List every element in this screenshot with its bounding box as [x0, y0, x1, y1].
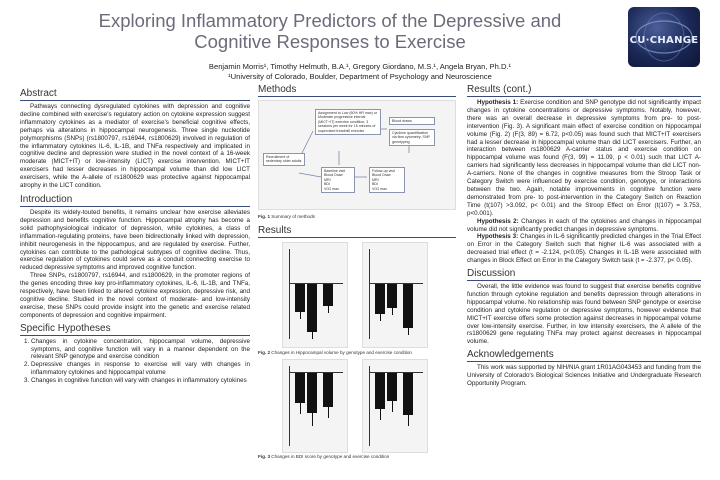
- hypotheses-list: Changes in cytokine concentration, hippo…: [20, 338, 250, 385]
- hypothesis-item: Depressive changes in response to exerci…: [31, 361, 250, 377]
- results-cont-text: Hypothesis 1: Exercise condition and SNP…: [467, 99, 701, 265]
- discussion-text: Overall, the little evidence was found t…: [467, 283, 701, 346]
- cu-change-logo: CU·CHANGE: [628, 7, 700, 67]
- fig3-panel-right: [362, 359, 428, 453]
- blood-draw-box: Blood draws: [389, 117, 435, 126]
- hypothesis-2-text: Changes in each of the cytokines and cha…: [467, 217, 701, 233]
- hypothesis-1-paragraph: Hypothesis 1: Exercise condition and SNP…: [467, 99, 701, 218]
- fig1-label: Fig. 1: [258, 214, 270, 219]
- followup-item: Blood Draw: [372, 173, 391, 178]
- introduction-heading: Introduction: [20, 194, 250, 207]
- right-column: Results (cont.) Hypothesis 1: Exercise c…: [467, 84, 701, 388]
- methods-arrows: [298, 128, 410, 178]
- fig3-panels: [258, 359, 456, 453]
- baseline-box: Baseline visit Blood Draw MRI BDI VO2 ma…: [321, 167, 355, 194]
- methods-figure: Recruitment of sedentary older adults As…: [258, 100, 456, 210]
- logo-text: CU·CHANGE: [629, 35, 699, 46]
- fig3-bar: [375, 373, 385, 409]
- followup-item: VO2 max: [372, 186, 387, 191]
- baseline-label: Baseline visit: [324, 169, 345, 173]
- methods-heading: Methods: [258, 84, 456, 97]
- followup-label: Follow-up visit: [372, 169, 395, 173]
- fig3-bar: [307, 373, 317, 413]
- baseline-item: Blood Draw: [324, 173, 343, 178]
- author-list: Benjamin Morris¹, Timothy Helmuth, B.A.¹…: [208, 62, 512, 71]
- fig2-bar: [387, 284, 397, 308]
- hypothesis-1-label: Hypothesis 1:: [477, 99, 519, 106]
- results-cont-heading: Results (cont.): [467, 84, 701, 97]
- fig2-caption-text: Changes in Hippocampal volume by genotyp…: [271, 350, 412, 355]
- hypothesis-2-paragraph: Hypothesis 2: Changes in each of the cyt…: [467, 218, 701, 234]
- title-line-2: Cognitive Responses to Exercise: [194, 31, 466, 52]
- acknowledgements-text: This work was supported by NIH/NIA grant…: [467, 364, 701, 388]
- hypothesis-2-label: Hypothesis 2:: [477, 217, 519, 225]
- fig3-bar: [295, 373, 305, 403]
- abstract-paragraph: Pathways connecting dysregulated cytokin…: [20, 103, 250, 190]
- followup-item: BDI: [372, 182, 378, 187]
- introduction-text: Despite its widely-touted benefits, it r…: [20, 209, 250, 320]
- cytokine-box: Cytokine quantification via flow cytomet…: [389, 129, 435, 147]
- followup-box: Follow-up visit Blood Draw MRI BDI VO2 m…: [369, 167, 405, 194]
- affiliation: ¹University of Colorado, Boulder, Depart…: [228, 72, 492, 81]
- results-heading: Results: [258, 225, 456, 238]
- baseline-item: BDI: [324, 182, 330, 187]
- fig2-panels: [258, 242, 456, 348]
- hypothesis-3-label: Hypothesis 3:: [477, 233, 519, 241]
- abstract-heading: Abstract: [20, 88, 250, 101]
- fig2-bar: [375, 284, 385, 314]
- fig2-label: Fig. 2: [258, 350, 270, 355]
- introduction-paragraph-1: Despite its widely-touted benefits, it r…: [20, 208, 250, 272]
- hypothesis-item: Changes in cognitive function will vary …: [31, 377, 250, 385]
- hypotheses-heading: Specific Hypotheses: [20, 323, 250, 336]
- discussion-paragraph: Overall, the little evidence was found t…: [467, 283, 701, 346]
- fig3-caption: Fig. 3 Changes in BDI score by genotype …: [258, 454, 456, 459]
- baseline-item: VO2 max: [324, 186, 339, 191]
- fig2-panel-left: [282, 242, 348, 348]
- introduction-paragraph-2: Three SNPs, rs1800797, rs16944, and rs18…: [20, 272, 250, 319]
- fig2-caption: Fig. 2 Changes in Hippocampal volume by …: [258, 350, 456, 355]
- fig2-bar: [307, 284, 317, 332]
- logo-swirl-icon: [635, 12, 693, 62]
- acknowledgements-paragraph: This work was supported by NIH/NIA grant…: [467, 364, 701, 388]
- followup-item: MRI: [372, 177, 379, 182]
- author-block: Benjamin Morris¹, Timothy Helmuth, B.A.¹…: [100, 62, 620, 82]
- title-line-1: Exploring Inflammatory Predictors of the…: [98, 10, 562, 31]
- assignment-box: Assignment to Low (60% HR max) or Modera…: [315, 109, 381, 136]
- fig3-label: Fig. 3: [258, 454, 270, 459]
- discussion-heading: Discussion: [467, 268, 701, 282]
- fig3-bar: [387, 373, 397, 401]
- recruitment-box: Recruitment of sedentary older adults: [263, 153, 305, 166]
- fig2-bar: [323, 284, 333, 306]
- middle-column: Methods Recruitment of sedentary older a…: [258, 84, 456, 459]
- fig3-panel-left: [282, 359, 348, 453]
- fig2-bar: [403, 284, 413, 328]
- fig3-bar: [403, 373, 413, 415]
- hypothesis-3-paragraph: Hypothesis 3: Changes in IL-6 significan…: [467, 233, 701, 265]
- fig1-caption: Fig. 1 Summary of methods: [258, 214, 456, 219]
- fig2-bar: [295, 284, 305, 312]
- poster-title: Exploring Inflammatory Predictors of the…: [60, 10, 600, 52]
- fig3-bar: [323, 373, 333, 407]
- abstract-text: Pathways connecting dysregulated cytokin…: [20, 103, 250, 190]
- left-column: Abstract Pathways connecting dysregulate…: [20, 88, 250, 385]
- fig3-caption-text: Changes in BDI score by genotype and exe…: [271, 454, 390, 459]
- baseline-item: MRI: [324, 177, 331, 182]
- fig2-panel-right: [362, 242, 428, 348]
- hypothesis-3-text: Changes in IL-6 significantly predicted …: [467, 233, 702, 265]
- fig1-caption-text: Summary of methods: [271, 214, 315, 219]
- hypothesis-1-text: Exercise condition and SNP genotype did …: [467, 99, 701, 217]
- hypothesis-item: Changes in cytokine concentration, hippo…: [31, 338, 250, 362]
- acknowledgements-heading: Acknowledgements: [467, 349, 701, 363]
